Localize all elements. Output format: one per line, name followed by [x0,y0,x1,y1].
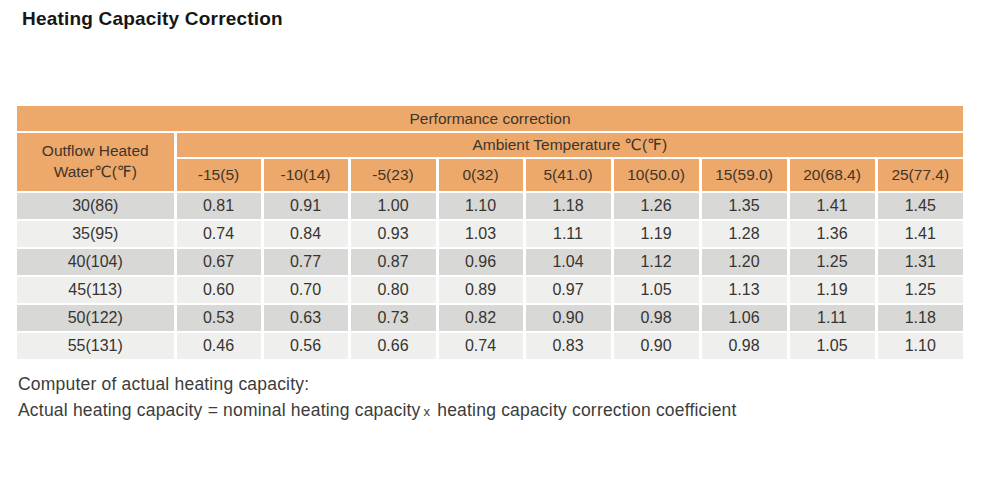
footer-formula-right: heating capacity correction coefficient [437,400,736,420]
correction-cell: 1.12 [612,248,700,276]
correction-cell: 1.35 [700,192,788,220]
correction-cell: 0.83 [524,332,612,359]
correction-cell: 1.10 [876,332,963,359]
footer-note: Computer of actual heating capacity: Act… [18,371,737,424]
correction-cell: 1.18 [876,304,963,332]
correction-cell: 0.73 [349,304,437,332]
row-label: 35(95) [17,220,175,248]
correction-cell: 0.56 [262,332,349,359]
column-header: 20(68.4) [788,158,876,192]
table-row: 35(95) 0.74 0.84 0.93 1.03 1.11 1.19 1.2… [17,220,963,248]
table-row: 50(122) 0.53 0.63 0.73 0.82 0.90 0.98 1.… [17,304,963,332]
correction-cell: 1.20 [700,248,788,276]
correction-cell: 0.90 [612,332,700,359]
ambient-temperature-header: Ambient Temperature ℃(℉) [175,132,963,158]
correction-cell: 1.25 [876,276,963,304]
correction-cell: 1.45 [876,192,963,220]
column-header: 25(77.4) [876,158,963,192]
correction-cell: 0.66 [349,332,437,359]
correction-cell: 0.74 [437,332,524,359]
column-header: 5(41.0) [524,158,612,192]
correction-cell: 0.87 [349,248,437,276]
outflow-heated-water-header: Outflow Heated Water℃(℉) [17,132,175,192]
correction-cell: 0.74 [175,220,262,248]
correction-cell: 0.90 [524,304,612,332]
table-row: 45(113) 0.60 0.70 0.80 0.89 0.97 1.05 1.… [17,276,963,304]
correction-cell: 0.67 [175,248,262,276]
correction-cell: 1.04 [524,248,612,276]
page-title: Heating Capacity Correction [22,8,283,30]
column-header: -10(14) [262,158,349,192]
correction-cell: 0.46 [175,332,262,359]
correction-cell: 1.18 [524,192,612,220]
column-header: 15(59.0) [700,158,788,192]
correction-cell: 1.25 [788,248,876,276]
correction-cell: 1.13 [700,276,788,304]
table-row: 40(104) 0.67 0.77 0.87 0.96 1.04 1.12 1.… [17,248,963,276]
correction-cell: 0.63 [262,304,349,332]
correction-cell: 1.31 [876,248,963,276]
correction-table-container: Performance correction Outflow Heated Wa… [17,106,963,359]
correction-cell: 1.06 [700,304,788,332]
table-row: 30(86) 0.81 0.91 1.00 1.10 1.18 1.26 1.3… [17,192,963,220]
multiply-sign: x [424,404,431,419]
correction-cell: 1.41 [876,220,963,248]
column-header: 0(32) [437,158,524,192]
correction-cell: 1.11 [788,304,876,332]
correction-cell: 0.97 [524,276,612,304]
correction-cell: 1.05 [788,332,876,359]
heating-capacity-correction-table: Performance correction Outflow Heated Wa… [17,106,963,359]
correction-cell: 0.91 [262,192,349,220]
correction-cell: 1.05 [612,276,700,304]
column-header: -5(23) [349,158,437,192]
outflow-header-line1: Outflow Heated [42,142,149,159]
footer-line1: Computer of actual heating capacity: [18,371,737,397]
correction-cell: 1.26 [612,192,700,220]
outflow-header-line2: Water℃(℉) [54,163,137,180]
correction-cell: 1.03 [437,220,524,248]
correction-cell: 0.70 [262,276,349,304]
column-header: -15(5) [175,158,262,192]
correction-cell: 1.36 [788,220,876,248]
correction-cell: 1.41 [788,192,876,220]
row-label: 45(113) [17,276,175,304]
correction-cell: 1.10 [437,192,524,220]
footer-line2: Actual heating capacity = nominal heatin… [18,397,737,423]
correction-cell: 1.19 [612,220,700,248]
correction-cell: 0.80 [349,276,437,304]
correction-cell: 1.00 [349,192,437,220]
correction-cell: 0.82 [437,304,524,332]
correction-cell: 0.93 [349,220,437,248]
correction-cell: 0.53 [175,304,262,332]
correction-cell: 0.98 [700,332,788,359]
correction-cell: 0.60 [175,276,262,304]
row-label: 55(131) [17,332,175,359]
table-row: 55(131) 0.46 0.56 0.66 0.74 0.83 0.90 0.… [17,332,963,359]
correction-cell: 0.77 [262,248,349,276]
row-label: 30(86) [17,192,175,220]
row-label: 50(122) [17,304,175,332]
column-header: 10(50.0) [612,158,700,192]
correction-cell: 0.89 [437,276,524,304]
correction-cell: 0.81 [175,192,262,220]
correction-cell: 0.98 [612,304,700,332]
footer-formula-left: Actual heating capacity = nominal heatin… [18,400,421,420]
correction-cell: 0.96 [437,248,524,276]
correction-cell: 1.19 [788,276,876,304]
performance-correction-header: Performance correction [17,106,963,132]
correction-cell: 0.84 [262,220,349,248]
correction-cell: 1.11 [524,220,612,248]
row-label: 40(104) [17,248,175,276]
correction-cell: 1.28 [700,220,788,248]
